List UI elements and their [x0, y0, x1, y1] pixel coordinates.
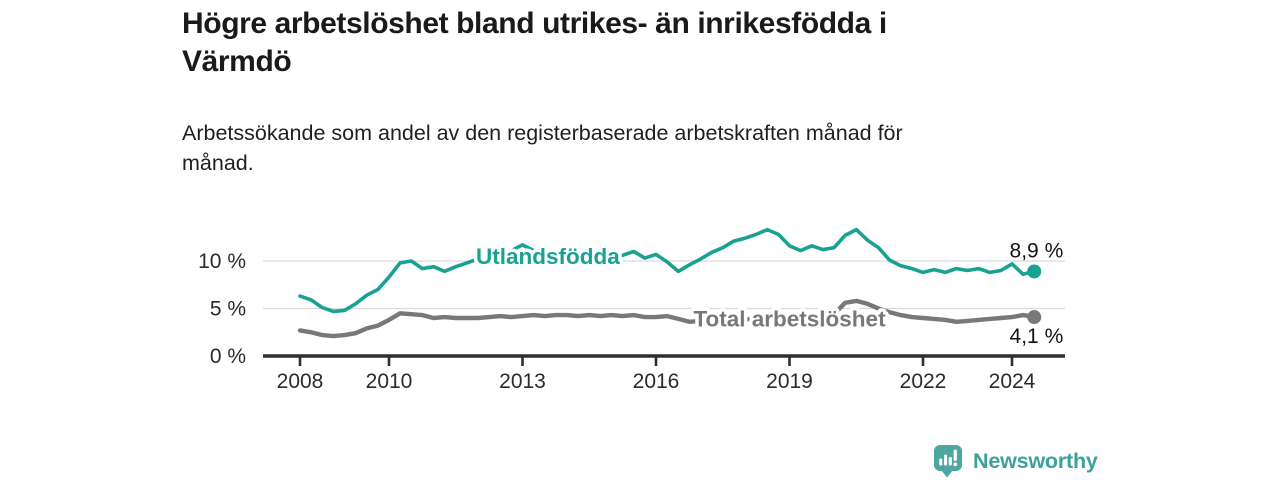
- title-line-1: Högre arbetslöshet bland utrikes- än inr…: [182, 7, 887, 40]
- series-line-total-arbetslöshet: [297, 298, 1037, 339]
- series-line-utlandsfödda: [298, 227, 1037, 314]
- x-axis-tick-label: 2016: [633, 370, 680, 393]
- x-axis-tick-label: 2008: [277, 370, 324, 393]
- series-end-value-utlandsfödda: 8,9 %: [1010, 239, 1064, 262]
- title-line-2: Värmdö: [182, 45, 292, 78]
- newsworthy-wordmark: Newsworthy: [973, 448, 1098, 473]
- page-title: Högre arbetslöshet bland utrikes- än inr…: [182, 5, 1142, 81]
- series-end-value-total-arbetslöshet: 4,1 %: [1010, 325, 1064, 348]
- series-end-dot-utlandsfödda: [1027, 264, 1042, 279]
- chart-subtitle: Arbetssökande som andel av den registerb…: [182, 118, 1082, 178]
- subtitle-line-1: Arbetssökande som andel av den registerb…: [182, 121, 903, 145]
- series-label-total-arbetslöshet: Total arbetslöshet: [693, 307, 886, 332]
- x-axis-tick-label: 2024: [989, 370, 1036, 393]
- newsworthy-logo-icon: [934, 445, 962, 478]
- newsworthy-branding: Newsworthy: [933, 444, 1098, 478]
- x-axis-tick-label: 2010: [366, 370, 413, 393]
- x-axis-tick-label: 2022: [900, 370, 947, 393]
- series-end-dot-total-arbetslöshet: [1027, 310, 1042, 325]
- y-axis-tick-label: 5 %: [210, 298, 246, 321]
- y-axis-tick-label: 10 %: [198, 250, 246, 273]
- y-axis-tick-label: 0 %: [210, 345, 246, 368]
- subtitle-line-2: månad.: [182, 151, 254, 175]
- x-axis-tick-label: 2019: [766, 370, 813, 393]
- series-label-utlandsfödda: Utlandsfödda: [476, 244, 620, 269]
- x-axis-tick-label: 2013: [499, 370, 546, 393]
